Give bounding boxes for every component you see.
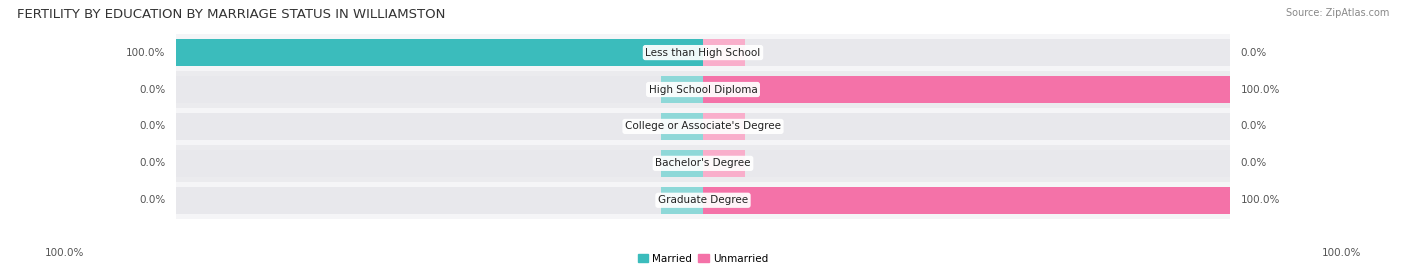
Bar	[703, 113, 745, 140]
Text: College or Associate's Degree: College or Associate's Degree	[626, 121, 780, 132]
Bar	[176, 113, 703, 140]
Text: 0.0%: 0.0%	[1241, 158, 1267, 168]
Text: Graduate Degree: Graduate Degree	[658, 195, 748, 205]
Bar	[703, 76, 1230, 103]
Bar	[661, 150, 703, 177]
Bar	[176, 150, 703, 177]
Text: High School Diploma: High School Diploma	[648, 84, 758, 94]
Bar	[176, 71, 1230, 108]
Bar	[703, 150, 745, 177]
Bar	[703, 113, 1230, 140]
Text: 0.0%: 0.0%	[1241, 121, 1267, 132]
Text: 0.0%: 0.0%	[139, 121, 166, 132]
Bar	[703, 39, 745, 66]
Text: 0.0%: 0.0%	[139, 84, 166, 94]
Bar	[176, 76, 703, 103]
Bar	[703, 187, 1230, 214]
Text: 0.0%: 0.0%	[139, 195, 166, 205]
Text: Bachelor's Degree: Bachelor's Degree	[655, 158, 751, 168]
Bar	[176, 34, 1230, 71]
Bar	[703, 39, 1230, 66]
Bar	[176, 39, 703, 66]
Text: 100.0%: 100.0%	[125, 48, 166, 58]
Text: 100.0%: 100.0%	[1241, 195, 1281, 205]
Text: 100.0%: 100.0%	[45, 248, 84, 258]
Text: Less than High School: Less than High School	[645, 48, 761, 58]
Text: 100.0%: 100.0%	[1322, 248, 1361, 258]
Legend: Married, Unmarried: Married, Unmarried	[634, 250, 772, 268]
Bar	[176, 182, 1230, 219]
Bar	[703, 150, 1230, 177]
Bar	[703, 187, 1230, 214]
Bar	[661, 187, 703, 214]
Text: 100.0%: 100.0%	[1241, 84, 1281, 94]
Text: 0.0%: 0.0%	[139, 158, 166, 168]
Bar	[176, 145, 1230, 182]
Bar	[176, 108, 1230, 145]
Bar	[176, 39, 703, 66]
Text: Source: ZipAtlas.com: Source: ZipAtlas.com	[1285, 8, 1389, 18]
Text: FERTILITY BY EDUCATION BY MARRIAGE STATUS IN WILLIAMSTON: FERTILITY BY EDUCATION BY MARRIAGE STATU…	[17, 8, 446, 21]
Bar	[661, 113, 703, 140]
Bar	[703, 76, 1230, 103]
Bar	[176, 187, 703, 214]
Bar	[661, 76, 703, 103]
Text: 0.0%: 0.0%	[1241, 48, 1267, 58]
